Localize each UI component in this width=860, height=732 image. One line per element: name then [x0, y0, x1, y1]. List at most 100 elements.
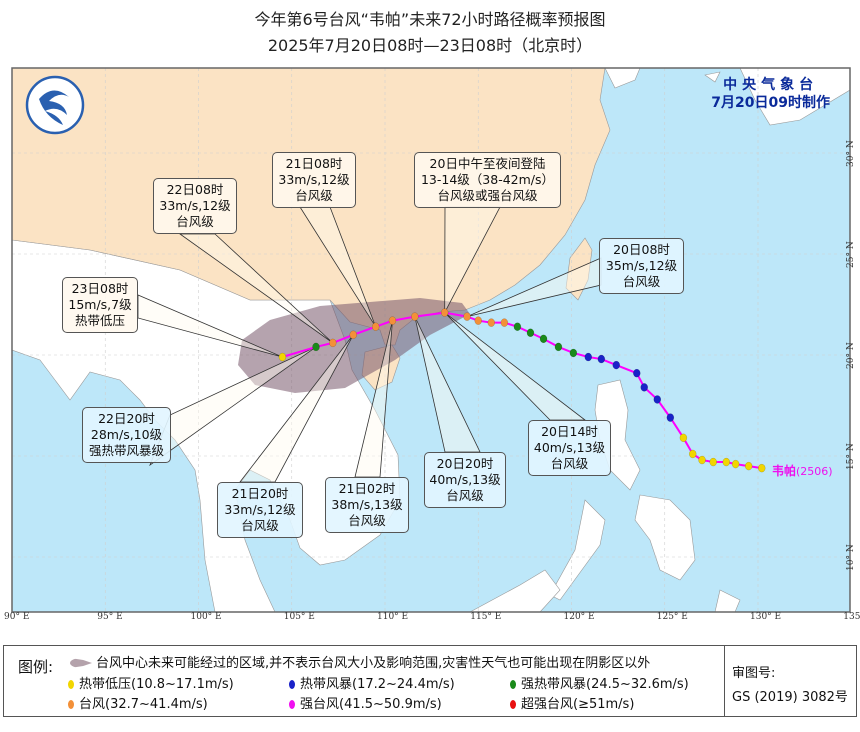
legend-label: 超强台风(≥51m/s) [521, 697, 635, 712]
track-point [554, 342, 563, 352]
track-point [653, 395, 662, 404]
longitude-label: 135° E [843, 612, 860, 622]
legend-item-sty: 强台风(41.5~50.9m/s) [289, 693, 442, 712]
track-point [633, 368, 641, 378]
callout-time: 21日08时 [285, 156, 343, 171]
track-point [744, 461, 753, 471]
track-points [278, 308, 766, 473]
track-point [539, 334, 548, 344]
typhoon-dot-icon [510, 700, 516, 709]
legend-label: 强台风(41.5~50.9m/s) [300, 697, 442, 712]
callout-wind: 13-14级（38-42m/s） [420, 172, 555, 187]
callout-21d08: 21日08时 33m/s,12级 台风级 [272, 152, 356, 208]
map-title: 今年第6号台风“韦帕”未来72小时路径概率预报图 [254, 10, 606, 29]
callout-time: 22日20时 [98, 411, 155, 426]
issue-time: 7月20日09时制作 [711, 95, 830, 111]
map-frame [11, 67, 851, 613]
callout-22d08: 22日08时 33m/s,12级 台风级 [153, 178, 237, 234]
track-point [487, 318, 496, 327]
longitude-label: 95° E [97, 612, 123, 622]
cone-swatch-icon [70, 658, 92, 668]
track-point [312, 342, 320, 352]
callout-grade: 台风级 [295, 188, 333, 203]
callout-grade: 台风级 [241, 518, 279, 533]
track-point [388, 316, 397, 325]
callout-wind: 38m/s,13级 [331, 497, 403, 512]
latitude-label: 15° N [846, 443, 856, 470]
track-point [612, 360, 621, 370]
longitude-label: 105° E [283, 612, 315, 622]
callout-wind: 15m/s,7级 [68, 297, 132, 312]
legend-item-superty: 超强台风(≥51m/s) [510, 693, 634, 712]
longitude-label: 90° E [4, 612, 30, 622]
typhoon-dot-icon [68, 700, 74, 709]
review-number: GS (2019) 3082号 [732, 690, 848, 705]
land-taiwan [565, 237, 593, 301]
callout-grade: 台风级 [348, 513, 386, 528]
longitude-label: 110° E [377, 612, 409, 622]
longitude-label: 115° E [470, 612, 502, 622]
legend-title: 图例: [18, 658, 54, 676]
track-point [513, 322, 522, 331]
land-korea-japan [604, 68, 850, 126]
track-point [526, 328, 535, 338]
callout-wind: 28m/s,10级 [90, 427, 163, 442]
legend-item-ts: 热带风暴(17.2~24.4m/s) [289, 673, 455, 692]
legend-cone: 台风中心未来可能经过的区域,并不表示台风大小及影响范围,灾害性天气也可能出现在阴… [70, 652, 650, 671]
callout-wind: 33m/s,12级 [224, 502, 296, 517]
track-point [757, 463, 766, 473]
legend-item-sts: 强热带风暴(24.5~32.6m/s) [510, 673, 689, 692]
map-subtitle: 2025年7月20日08时—23日08时（北京时） [267, 36, 593, 55]
callout-grade: 台风级或强台风级 [437, 188, 538, 203]
track-point [722, 457, 731, 467]
typhoon-name-label: 韦帕(2506) [772, 462, 833, 479]
typhoon-dot-icon [289, 700, 295, 709]
track-point [640, 383, 648, 392]
review-label: 审图号: [732, 666, 776, 681]
probability-cone [238, 298, 470, 393]
track-point [569, 348, 578, 358]
callout-grade: 强热带风暴级 [88, 443, 164, 458]
track-point [349, 330, 358, 340]
cma-logo [25, 75, 85, 135]
track-point [371, 322, 380, 331]
track-point [584, 352, 593, 362]
track-point [679, 433, 688, 443]
callout-22d20: 22日20时 28m/s,10级 强热带风暴级 [82, 407, 171, 463]
track-point [440, 308, 449, 317]
track-point [666, 413, 675, 422]
agency-name: 中央气象台 [723, 77, 819, 93]
legend-divider [724, 646, 725, 716]
callout-21d02: 21日02时 38m/s,13级 台风级 [325, 477, 409, 533]
callout-wind: 33m/s,12级 [278, 172, 350, 187]
callout-20d08: 20日08时 35m/s,12级 台风级 [599, 238, 684, 294]
legend-cone-label: 台风中心未来可能经过的区域,并不表示台风大小及影响范围,灾害性天气也可能出现在阴… [96, 656, 651, 671]
track-point [329, 338, 337, 348]
legend-label: 热带风暴(17.2~24.4m/s) [300, 677, 455, 692]
land-philippines [549, 379, 741, 612]
callout-wind: 33m/s,12级 [159, 198, 231, 213]
typhoon-name: 韦帕 [772, 464, 797, 478]
longitude-label: 130° E [750, 612, 782, 622]
longitude-label: 100° E [190, 612, 222, 622]
callout-time: 21日02时 [338, 481, 396, 496]
legend-label: 强热带风暴(24.5~32.6m/s) [521, 677, 689, 692]
track-point [411, 312, 419, 321]
callout-20d14: 20日14时 40m/s,13级 台风级 [528, 420, 611, 476]
callout-20d20: 20日20时 40m/s,13级 台风级 [424, 452, 506, 508]
callout-time: 23日08时 [71, 281, 129, 296]
track-point [688, 449, 697, 459]
track-point [500, 318, 509, 327]
callout-time: 20日08时 [613, 242, 670, 257]
legend-label: 台风(32.7~41.4m/s) [79, 697, 208, 712]
latitude-label: 30° N [846, 140, 856, 167]
agency-stamp: 中央气象台 7月20日09时制作 [711, 76, 830, 112]
latitude-label: 20° N [846, 342, 856, 369]
latitude-label: 25° N [846, 241, 856, 268]
callout-23d08: 23日08时 15m/s,7级 热带低压 [62, 277, 138, 333]
typhoon-dot-icon [68, 680, 74, 689]
callout-grade: 台风级 [176, 214, 214, 229]
track-point [731, 459, 740, 469]
legend-item-ty: 台风(32.7~41.4m/s) [68, 693, 208, 712]
callout-grade: 台风级 [550, 456, 589, 471]
